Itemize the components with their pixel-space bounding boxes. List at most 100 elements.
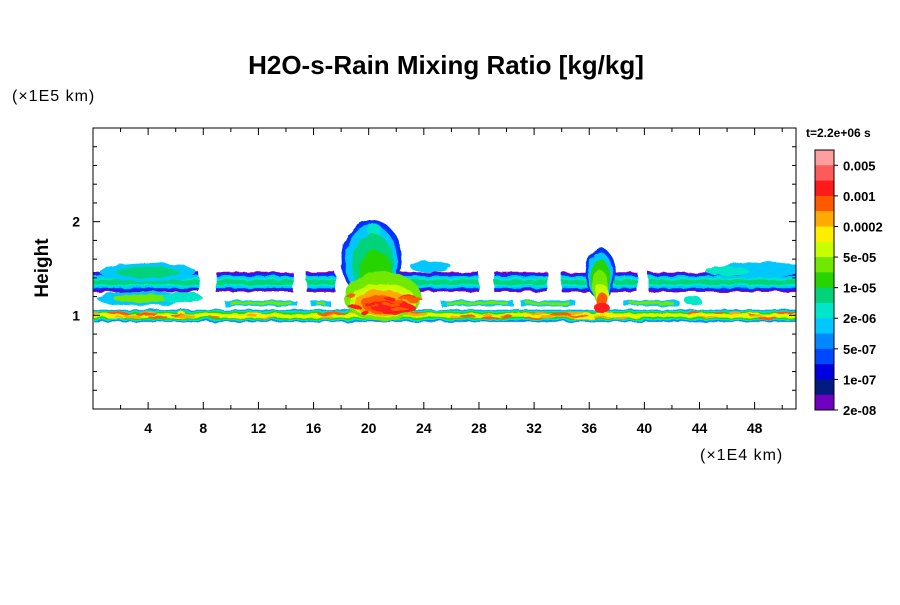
- x-tick-label: 44: [692, 420, 708, 436]
- x-tick-label: 36: [581, 420, 597, 436]
- colorbar-swatch: [815, 211, 834, 227]
- rain-speck: [114, 316, 124, 319]
- cloud-patch: [705, 266, 750, 276]
- rain-speck: [176, 314, 195, 318]
- colorbar-swatch: [815, 257, 834, 273]
- rain-speck: [568, 315, 589, 317]
- mid-band-core: [229, 301, 292, 305]
- colorbar-label: 5e-07: [843, 342, 876, 357]
- rain-speck: [749, 312, 760, 315]
- band-gap: [637, 271, 649, 293]
- rain-speck: [317, 312, 335, 316]
- colorbar-swatch: [815, 394, 834, 411]
- rain-speck: [698, 316, 721, 319]
- rain-speck: [227, 315, 250, 319]
- colorbar-label: 0.005: [843, 158, 876, 173]
- x-tick-label: 24: [416, 420, 432, 436]
- column-1-speck: [348, 304, 361, 309]
- colorbar-swatch: [815, 287, 834, 304]
- rain-speck: [713, 312, 725, 314]
- rain-speck: [93, 311, 99, 315]
- colorbar-swatch: [815, 302, 834, 319]
- column-1-speck: [364, 302, 377, 307]
- rain-speck: [568, 311, 587, 314]
- lower-band-core: [93, 314, 796, 317]
- x-tick-label: 28: [471, 420, 487, 436]
- rain-speck: [147, 315, 167, 318]
- y-tick-label: 1: [72, 307, 80, 323]
- rain-speck: [459, 314, 476, 318]
- x-tick-label: 12: [251, 420, 267, 436]
- rain-speck: [319, 316, 334, 319]
- rain-speck: [122, 314, 141, 318]
- rain-speck: [245, 313, 257, 317]
- cloud-patch: [684, 295, 701, 306]
- band-gap: [547, 271, 562, 293]
- rain-speck: [134, 312, 157, 316]
- time-label: t=2.2e+06 s: [806, 126, 871, 140]
- colorbar-swatch: [815, 150, 834, 166]
- colorbar-swatch: [815, 180, 834, 197]
- rain-speck: [176, 311, 186, 314]
- x-tick-label: 32: [526, 420, 542, 436]
- cloud-patch: [163, 291, 202, 304]
- rain-speck: [259, 316, 277, 319]
- column-1-speck: [372, 310, 383, 315]
- colorbar-label: 0.001: [843, 189, 876, 204]
- column-1-speck: [360, 310, 369, 315]
- chart-title: H2O-s-Rain Mixing Ratio [kg/kg]: [248, 50, 644, 80]
- x-tick-label: 40: [637, 420, 653, 436]
- band-gap: [199, 271, 216, 293]
- x-tick-label: 8: [199, 420, 207, 436]
- cloud-patch-core: [116, 266, 180, 278]
- column-1-speck: [344, 292, 356, 297]
- x-tick-label: 20: [361, 420, 377, 436]
- colorbar-label: 1e-05: [843, 281, 876, 296]
- rain-speck: [524, 312, 547, 315]
- rain-speck: [685, 311, 703, 314]
- rain-speck: [750, 314, 766, 317]
- colorbar-swatch: [815, 165, 834, 182]
- rain-speck: [612, 317, 629, 319]
- rain-speck: [757, 316, 777, 320]
- plot-frame: [92, 127, 797, 410]
- column-1-speck: [390, 306, 409, 311]
- rain-speck: [107, 311, 131, 315]
- rain-speck: [500, 315, 514, 319]
- rain-speck: [449, 316, 461, 319]
- colorbar-swatch: [815, 379, 834, 396]
- rain-speck: [480, 316, 500, 320]
- y-axis-label: Height: [32, 238, 53, 298]
- rain-speck: [550, 312, 572, 317]
- rain-speck: [583, 312, 591, 316]
- column-2-rain: [593, 303, 610, 313]
- colorbar-label: 2e-06: [843, 311, 876, 326]
- colorbar-swatch: [815, 241, 834, 258]
- rain-speck: [209, 316, 220, 318]
- colorbar-swatch: [815, 318, 834, 335]
- colorbar-swatch: [815, 348, 834, 365]
- rain-speck: [482, 313, 493, 317]
- colorbar-label: 0.0002: [843, 219, 883, 234]
- mid-band-core: [525, 301, 570, 305]
- rain-speck: [523, 317, 544, 319]
- column-1-speck: [407, 298, 420, 303]
- colorbar-swatch: [815, 226, 834, 243]
- colorbar-label: 1e-07: [843, 372, 876, 387]
- x-axis-unit: (×1E4 km): [700, 447, 783, 464]
- rain-speck: [774, 311, 796, 314]
- column-1-speck: [390, 299, 404, 304]
- cloud-patch-core: [113, 293, 169, 304]
- mid-band-core: [445, 301, 508, 305]
- colorbar-label: 2e-08: [843, 403, 876, 418]
- column-1-speck: [382, 302, 400, 307]
- x-tick-label: 4: [144, 420, 152, 436]
- y-tick-label: 2: [72, 214, 80, 230]
- rain-speck: [592, 315, 611, 318]
- band-gap: [292, 271, 307, 293]
- rain-speck: [728, 313, 750, 317]
- colorbar-swatch: [815, 195, 834, 212]
- mid-band-core: [316, 301, 325, 305]
